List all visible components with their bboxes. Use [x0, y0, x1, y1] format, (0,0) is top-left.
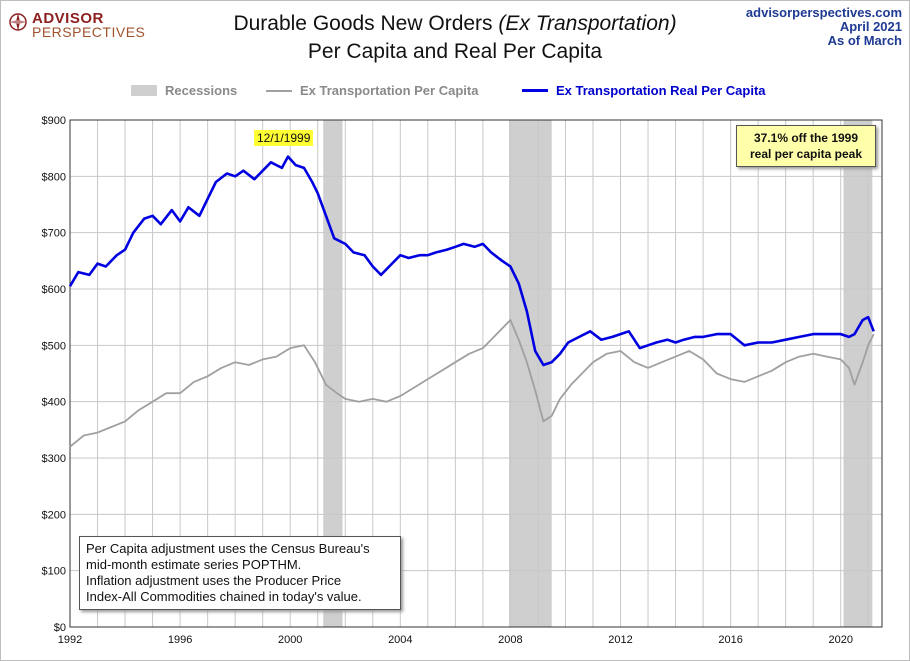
- y-tick-label: $300: [42, 453, 66, 465]
- legend-label-recessions: Recessions: [165, 83, 238, 98]
- y-tick-label: $500: [42, 340, 66, 352]
- logo-line2: PERSPECTIVES: [32, 24, 146, 40]
- compass-icon: [9, 13, 27, 31]
- methodology-note: Per Capita adjustment uses the Census Bu…: [79, 536, 401, 610]
- legend-item-recessions: Recessions: [131, 83, 237, 98]
- title-main: Durable Goods New Orders: [233, 12, 499, 35]
- legend-label-real: Ex Transportation Real Per Capita: [556, 83, 766, 98]
- plot-border: [69, 119, 883, 628]
- peak-callout: 37.1% off the 1999 real per capita peak: [736, 125, 876, 167]
- logo-line1: ADVISOR: [32, 10, 104, 27]
- chart-title-line1: Durable Goods New Orders (Ex Transportat…: [0, 12, 910, 36]
- recession-band-0: [323, 120, 343, 627]
- x-tick-label: 1996: [168, 634, 192, 646]
- tick-labels: $0 $100 $200 $300 $400 $500 $600 $700 $800 $900 19…: [42, 115, 853, 646]
- x-tick-label: 1992: [58, 634, 82, 646]
- note-line4: Index-All Commodities chained in today's…: [86, 589, 362, 604]
- y-tick-label: $400: [42, 397, 66, 409]
- y-tick-label: $100: [42, 566, 66, 578]
- legend-swatch-nominal: [266, 89, 292, 92]
- chart-title-line2: Per Capita and Real Per Capita: [307, 40, 603, 63]
- title-italic: (Ex Transportation): [498, 12, 677, 35]
- source-as-of: As of March: [827, 33, 902, 48]
- y-tick-label: $700: [42, 228, 66, 240]
- x-tick-label: 2004: [388, 634, 412, 646]
- series-real-line: [68, 155, 875, 367]
- x-tick-label: 2016: [718, 634, 742, 646]
- source-date: April 2021: [839, 19, 902, 34]
- source-site: advisorperspectives.com: [745, 5, 902, 20]
- legend-swatch-real: [522, 89, 548, 92]
- series-lines: [68, 155, 875, 448]
- x-tick-label: 2012: [608, 634, 632, 646]
- advisor-perspectives-logo: ADVISOR PERSPECTIVES: [8, 10, 145, 40]
- callout-line2: real per capita peak: [749, 147, 863, 161]
- y-tick-label: $200: [42, 509, 66, 521]
- note-line1: Per Capita adjustment uses the Census Bu…: [86, 541, 370, 556]
- note-line3: Inflation adjustment uses the Producer P…: [86, 573, 342, 588]
- x-tick-label: 2000: [278, 634, 302, 646]
- peak-date-label: 12/1/1999: [254, 130, 314, 146]
- x-tick-label: 2008: [498, 634, 522, 646]
- y-tick-label: $800: [42, 171, 66, 183]
- y-tick-label: $900: [42, 115, 66, 127]
- source-info: advisorperspectives.com April 2021 As of…: [746, 6, 902, 48]
- x-tick-label: 2020: [828, 634, 852, 646]
- callout-line1: 37.1% off the 1999: [753, 131, 859, 145]
- legend-item-real: Ex Transportation Real Per Capita: [522, 83, 766, 98]
- y-tick-label: $0: [54, 622, 66, 634]
- note-line2: mid-month estimate series POPTHM.: [86, 557, 302, 572]
- legend-label-nominal: Ex Transportation Per Capita: [300, 83, 479, 98]
- y-tick-label: $600: [42, 284, 66, 296]
- recession-bands: [323, 120, 873, 627]
- series-nominal-line: [69, 319, 875, 448]
- legend-swatch-recessions: [131, 85, 157, 96]
- legend: Recessions Ex Transportation Per Capita …: [0, 83, 910, 103]
- legend-item-nominal: Ex Transportation Per Capita: [266, 83, 478, 98]
